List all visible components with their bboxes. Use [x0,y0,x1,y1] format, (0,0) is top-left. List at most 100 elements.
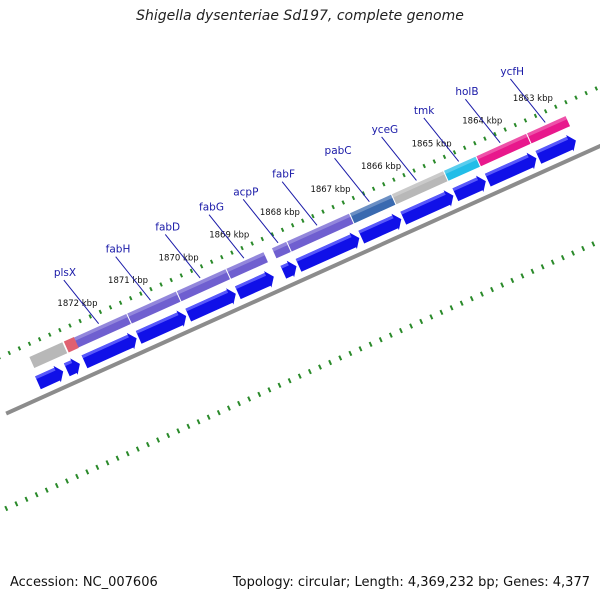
cds-arrow[interactable] [295,232,360,272]
feature-segment[interactable] [29,342,68,368]
tick-mark [149,286,153,292]
tick-mark [176,428,181,434]
gene-label-holB[interactable]: holB [455,86,478,98]
cds-arrow[interactable] [235,271,274,300]
inner-tick-ring [4,241,596,512]
tick-mark [280,227,285,233]
tick-mark [459,300,464,306]
cds-arrow[interactable] [358,213,402,244]
tick-mark [156,437,161,443]
tick-mark [402,172,406,178]
tick-mark [574,95,578,100]
cds-arrow[interactable] [400,190,454,225]
tick-mark [483,136,487,141]
tick-mark [358,346,363,352]
tick-mark [581,245,586,252]
cds-arrow[interactable] [535,135,576,164]
feature-segment[interactable] [270,240,293,260]
genome-summary-text: Topology: circular; Length: 4,369,232 bp… [232,575,590,590]
label-leader [464,98,501,144]
tick-mark [462,145,467,151]
cds-arrow[interactable] [185,288,236,322]
tick-mark [128,295,133,301]
tick-mark [125,450,130,457]
gene-label-tmk[interactable]: tmk [414,105,435,117]
tick-mark [591,241,596,247]
tick-mark [388,332,393,338]
gene-label-fabH[interactable]: fabH [106,244,131,256]
tick-mark [34,492,39,498]
tick-mark [368,341,373,347]
tick-mark [44,487,49,493]
tick-mark [479,291,484,297]
tick-mark [564,99,568,105]
tick-mark [98,309,103,315]
gene-label-ycfH[interactable]: ycfH [500,66,524,78]
tick-mark [250,241,254,246]
tick-mark [287,378,292,384]
tick-mark [399,327,403,334]
tick-mark [179,273,184,278]
label-leader [242,198,279,244]
tick-mark [378,337,383,343]
tick-mark [27,341,32,347]
scale-label: 1871 kbp [108,276,148,286]
gene-label-fabF[interactable]: fabF [272,169,295,181]
tick-mark [65,478,69,484]
tick-mark [409,323,414,329]
tick-mark [139,291,143,296]
scale-label: 1863 kbp [513,94,553,104]
tick-mark [490,286,494,293]
tick-mark [510,277,515,284]
tick-mark [226,405,231,411]
tick-mark [452,150,457,155]
tick-mark [88,314,92,319]
tick-mark [186,423,191,430]
tick-mark [520,273,525,279]
gene-label-fabD[interactable]: fabD [155,221,180,233]
tick-mark [135,446,140,452]
label-leader [63,279,100,324]
scale-labels: 1863 kbp 1864 kbp 1865 kbp 1866 kbp 1867 kbp… [57,94,552,309]
cds-arrow[interactable] [81,332,137,369]
tick-mark [277,382,282,388]
cds-arrow[interactable] [484,152,537,187]
backbone [5,143,600,416]
map-title: Shigella dysenteriae Sd197, complete gen… [136,8,464,24]
scale-label: 1868 kbp [260,208,300,218]
tick-mark [500,282,505,288]
cds-arrow[interactable] [35,365,64,390]
tick-mark [533,113,538,119]
tick-mark [493,131,497,137]
tick-mark [7,350,12,356]
tick-mark [432,159,437,164]
cds-arrow[interactable] [135,310,187,344]
gene-label-acpP[interactable]: acpP [233,186,258,198]
cds-arrow[interactable] [63,358,80,377]
tick-mark [48,332,52,337]
tick-mark [442,154,447,160]
tick-mark [473,140,477,146]
tick-mark [237,400,241,407]
tick-mark [4,505,9,512]
scale-label: 1872 kbp [57,299,97,309]
tick-mark [351,195,356,201]
tick-mark [189,268,194,274]
cds-arrow[interactable] [452,175,486,202]
feature-segment[interactable] [63,337,79,353]
cds-arrow[interactable] [280,260,297,279]
tick-mark [439,309,444,316]
label-leader [208,214,245,259]
gene-label-plsX[interactable]: plsX [54,267,76,279]
tick-mark [230,250,234,255]
tick-mark [115,455,120,461]
gene-label-fabG[interactable]: fabG [199,202,224,214]
gene-label-pabC[interactable]: pabC [325,145,352,157]
gene-label-yceG[interactable]: yceG [372,124,399,136]
scale-label: 1866 kbp [361,162,401,172]
scale-label: 1869 kbp [209,231,249,241]
label-leader [281,181,318,226]
tick-mark [307,368,312,375]
outer-tick-ring [0,86,599,360]
